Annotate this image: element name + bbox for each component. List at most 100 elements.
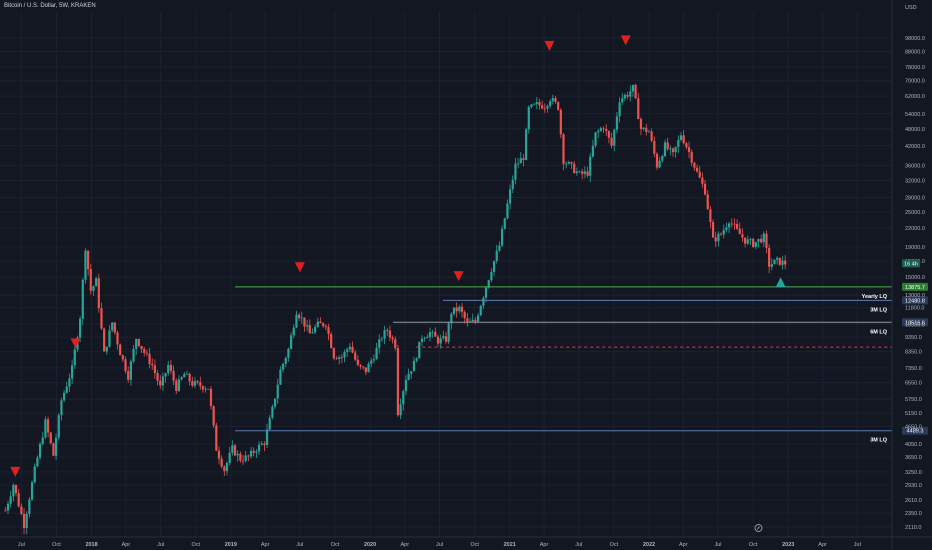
candle-body: [71, 365, 74, 379]
candle-body: [717, 233, 720, 242]
candle-body: [407, 373, 410, 380]
candle-body: [314, 326, 317, 333]
candle-body: [143, 349, 146, 353]
candle-body: [28, 499, 31, 514]
candle-body: [57, 415, 60, 438]
candle-body: [482, 297, 485, 306]
candle-body: [191, 381, 194, 386]
candle-body: [746, 239, 749, 244]
candle-body: [228, 452, 231, 463]
candle-body: [618, 102, 621, 117]
candle-body: [6, 503, 10, 511]
candle-body: [153, 365, 156, 374]
price-tick-label: 2610.0: [905, 498, 922, 504]
candle-body: [687, 147, 691, 152]
price-tick-label: 2350.0: [905, 511, 922, 517]
candle-body: [287, 348, 290, 358]
replay-icon[interactable]: [754, 524, 763, 532]
candle-body: [236, 453, 239, 456]
time-tick-label: Jul: [715, 542, 722, 548]
candle-body: [41, 437, 44, 445]
candle-body: [725, 227, 728, 230]
candle-body: [533, 103, 536, 105]
candle-body: [706, 194, 709, 210]
price-tag-box: [902, 426, 928, 435]
candle-body: [367, 363, 370, 373]
candle-body: [121, 355, 124, 360]
sell-signal-marker: [10, 466, 21, 477]
candle-body: [487, 280, 490, 288]
candle-body: [426, 337, 429, 339]
candle-body: [151, 363, 154, 366]
price-tick-label: 48000.0: [905, 127, 925, 133]
candles: [4, 83, 787, 535]
candle-body: [100, 308, 103, 329]
sell-signal-marker: [453, 271, 464, 282]
candle-body: [503, 218, 506, 229]
candle-body: [418, 341, 421, 359]
level-label: Yearly LQ: [862, 294, 888, 300]
candle-body: [663, 142, 667, 157]
candle-body: [383, 330, 386, 339]
candle-body: [770, 264, 773, 267]
candle-body: [768, 247, 771, 267]
candle-body: [460, 306, 464, 313]
candle-body: [79, 318, 82, 338]
price-tick-label: 4050.0: [905, 442, 922, 448]
candle-body: [348, 346, 351, 350]
candle-body: [276, 384, 279, 399]
candle-body: [682, 135, 685, 144]
candle-body: [140, 345, 143, 350]
candle-body: [252, 450, 255, 453]
candle-body: [714, 237, 717, 242]
candle-body: [760, 238, 763, 243]
candle-body: [703, 183, 707, 195]
candle-body: [36, 457, 39, 467]
candle-body: [594, 132, 597, 146]
candle-body: [495, 250, 498, 261]
candle-body: [193, 381, 197, 386]
candle-body: [439, 338, 442, 344]
candle-body: [506, 203, 509, 219]
candle-body: [394, 339, 397, 349]
candle-body: [613, 129, 616, 146]
candle-body: [669, 148, 672, 150]
candle-body: [557, 101, 560, 110]
time-tick-label: Apr: [261, 542, 270, 548]
candle-body: [567, 162, 570, 164]
candle-body: [452, 307, 456, 314]
candle-body: [719, 233, 723, 235]
candle-body: [372, 359, 375, 361]
candle-body: [233, 445, 237, 456]
price-tick-label: 25000.0: [905, 210, 925, 216]
time-tick-label: 2018: [85, 542, 97, 548]
last-price-tag-box: [902, 259, 920, 268]
candle-body: [458, 306, 461, 312]
candle-body: [591, 145, 594, 157]
candle-body: [423, 338, 426, 339]
candle-body: [73, 349, 76, 366]
candle-body: [255, 451, 258, 453]
price-tag-text: 12480.8: [905, 298, 925, 304]
candle-body: [762, 233, 765, 243]
candle-body: [674, 146, 677, 153]
candle-body: [386, 330, 389, 331]
candle-body: [311, 332, 314, 334]
candle-body: [44, 419, 47, 438]
price-tick-label: 36000.0: [905, 163, 925, 169]
candle-body: [388, 330, 392, 338]
time-tick-label: 2019: [225, 542, 237, 548]
time-tick-label: Jul: [854, 542, 861, 548]
candle-body: [215, 425, 218, 451]
candle-body: [20, 506, 23, 515]
candle-body: [335, 358, 338, 360]
candle-body: [655, 153, 659, 168]
price-tag-box: [902, 296, 928, 305]
candle-body: [546, 105, 549, 109]
candle-body: [60, 400, 63, 416]
candle-body: [650, 131, 653, 141]
candle-body: [711, 222, 715, 238]
time-tick-label: 2020: [364, 542, 376, 548]
